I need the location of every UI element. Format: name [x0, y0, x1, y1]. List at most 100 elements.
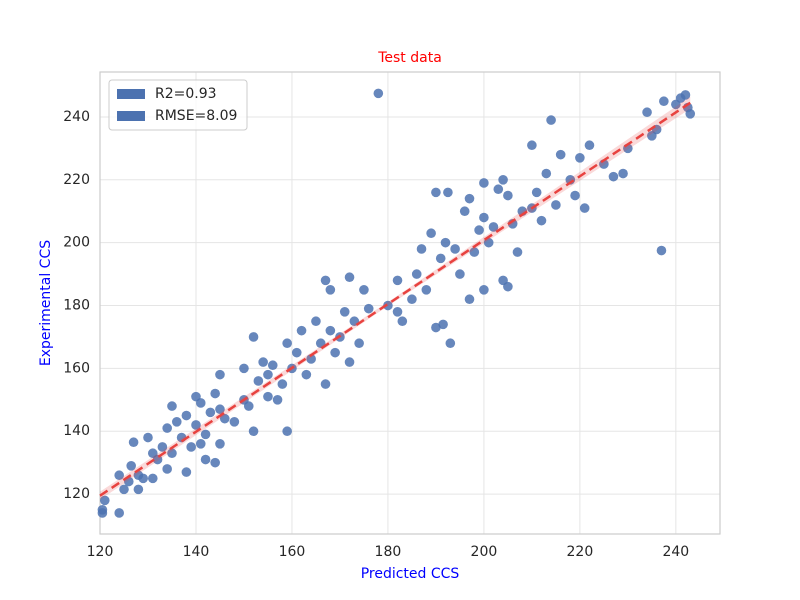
point [503, 190, 513, 201]
point [479, 285, 489, 295]
point [608, 171, 619, 182]
point [181, 410, 192, 421]
point [114, 470, 124, 481]
x-tick-label: 220 [567, 544, 594, 560]
point [575, 153, 585, 163]
point [171, 417, 182, 427]
point [248, 332, 259, 342]
point [344, 272, 355, 283]
point [479, 212, 489, 223]
fit-line [99, 101, 691, 497]
point [195, 439, 206, 449]
y-tick-label: 200 [63, 235, 90, 251]
point [99, 495, 110, 506]
point [503, 281, 513, 292]
point [363, 303, 374, 314]
point [659, 96, 669, 107]
point [339, 307, 350, 317]
x-tick-label: 120 [87, 544, 114, 560]
point [488, 222, 499, 232]
point [656, 245, 667, 256]
point [263, 391, 273, 402]
point [551, 200, 561, 210]
point [459, 206, 470, 217]
point [431, 322, 441, 333]
y-tick-label: 180 [63, 298, 90, 314]
point [215, 404, 225, 415]
point [167, 448, 177, 459]
point [200, 429, 211, 440]
legend-label: R2=0.93 [155, 86, 217, 102]
point [301, 369, 312, 380]
point [258, 357, 268, 367]
point [579, 203, 590, 213]
y-tick-label: 240 [63, 109, 90, 125]
point [296, 325, 307, 336]
point [431, 187, 441, 198]
point [306, 354, 316, 364]
point [215, 439, 225, 449]
point [157, 442, 168, 452]
point [311, 316, 321, 327]
point [200, 454, 211, 465]
y-tick-label: 120 [63, 486, 90, 502]
point [493, 184, 504, 195]
point [512, 247, 523, 257]
point [531, 187, 542, 198]
point [205, 407, 216, 418]
point [685, 109, 696, 119]
point [147, 473, 158, 484]
point [272, 395, 283, 405]
point [119, 484, 129, 495]
point [483, 237, 494, 248]
point [186, 442, 196, 452]
point [570, 190, 580, 201]
y-tick-label: 160 [63, 360, 90, 376]
point [315, 338, 326, 349]
point [138, 473, 148, 484]
point [126, 461, 136, 471]
x-tick-label: 160 [279, 544, 306, 560]
point [373, 88, 384, 99]
point [114, 508, 124, 518]
point [584, 140, 595, 151]
point [555, 149, 566, 160]
plot-frame [99, 71, 721, 535]
point [397, 316, 408, 327]
x-tick-label: 180 [375, 544, 402, 560]
point [618, 168, 628, 179]
point [210, 457, 220, 468]
point [330, 347, 340, 358]
point [325, 285, 336, 295]
x-tick-label: 140 [183, 544, 210, 560]
point [392, 275, 403, 286]
point [383, 300, 393, 311]
x-tick-label: 240 [662, 544, 689, 560]
point [443, 187, 453, 198]
point [464, 294, 475, 305]
point [440, 237, 451, 248]
y-tick-label: 220 [63, 172, 90, 188]
y-tick-label: 140 [63, 423, 90, 439]
point [469, 247, 480, 257]
point [162, 423, 172, 433]
point [498, 175, 508, 185]
point [325, 325, 336, 336]
point [527, 140, 537, 151]
point [359, 285, 369, 295]
point [392, 307, 403, 317]
point [167, 401, 177, 411]
point [546, 115, 556, 125]
y-axis-label: Experimental CCS [38, 240, 54, 366]
point [263, 369, 273, 380]
point [411, 269, 422, 279]
point [455, 269, 465, 279]
point [277, 379, 288, 389]
point [320, 379, 331, 389]
point [162, 464, 172, 474]
point [195, 398, 206, 408]
point [354, 338, 364, 349]
legend-label: RMSE=8.09 [155, 108, 237, 124]
point [291, 347, 302, 358]
